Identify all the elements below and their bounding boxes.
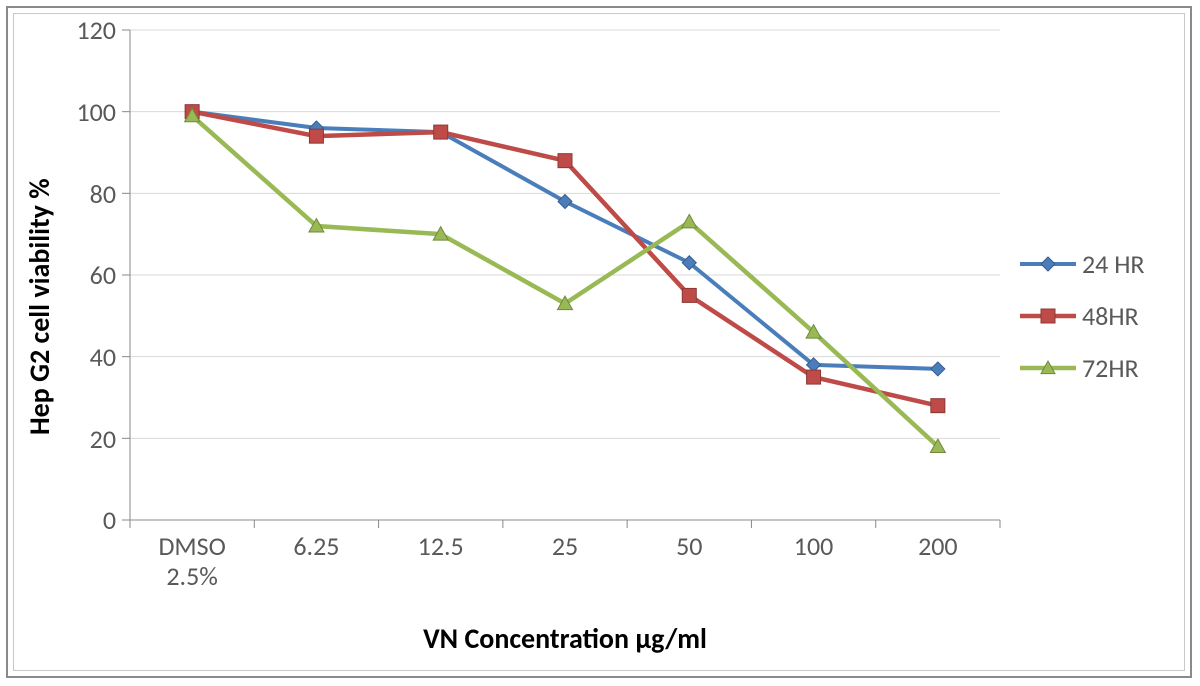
- legend-item: 24 HR: [1020, 250, 1145, 278]
- x-axis-label: VN Concentration µg/ml: [365, 621, 765, 656]
- x-tick-label: 6.25: [246, 532, 386, 562]
- triangle-icon: [1020, 356, 1076, 380]
- x-tick-label: 200: [868, 532, 1008, 562]
- y-axis-label: Hep G2 cell viability %: [22, 178, 57, 435]
- diamond-icon: [1020, 252, 1076, 276]
- legend-item: 48HR: [1020, 302, 1145, 330]
- y-tick-label: 120: [56, 14, 116, 46]
- legend-label: 48HR: [1082, 300, 1139, 332]
- x-tick-label: 12.5: [371, 532, 511, 562]
- y-tick-label: 40: [56, 341, 116, 373]
- y-tick-label: 0: [56, 504, 116, 536]
- legend: 24 HR 48HR 72HR: [1020, 250, 1145, 406]
- y-tick-label: 20: [56, 423, 116, 455]
- x-tick-label: DMSO 2.5%: [122, 532, 262, 592]
- y-tick-label: 100: [56, 96, 116, 128]
- y-tick-label: 80: [56, 178, 116, 210]
- x-tick-label: 100: [744, 532, 884, 562]
- legend-item: 72HR: [1020, 354, 1145, 382]
- square-icon: [1020, 304, 1076, 328]
- chart-outer-border: Hep G2 cell viability % VN Concentration…: [6, 6, 1192, 678]
- chart-inner-border: Hep G2 cell viability % VN Concentration…: [13, 13, 1185, 671]
- y-tick-label: 60: [56, 259, 116, 291]
- x-tick-label: 25: [495, 532, 635, 562]
- legend-label: 24 HR: [1082, 248, 1145, 280]
- x-tick-label: 50: [619, 532, 759, 562]
- legend-label: 72HR: [1082, 352, 1139, 384]
